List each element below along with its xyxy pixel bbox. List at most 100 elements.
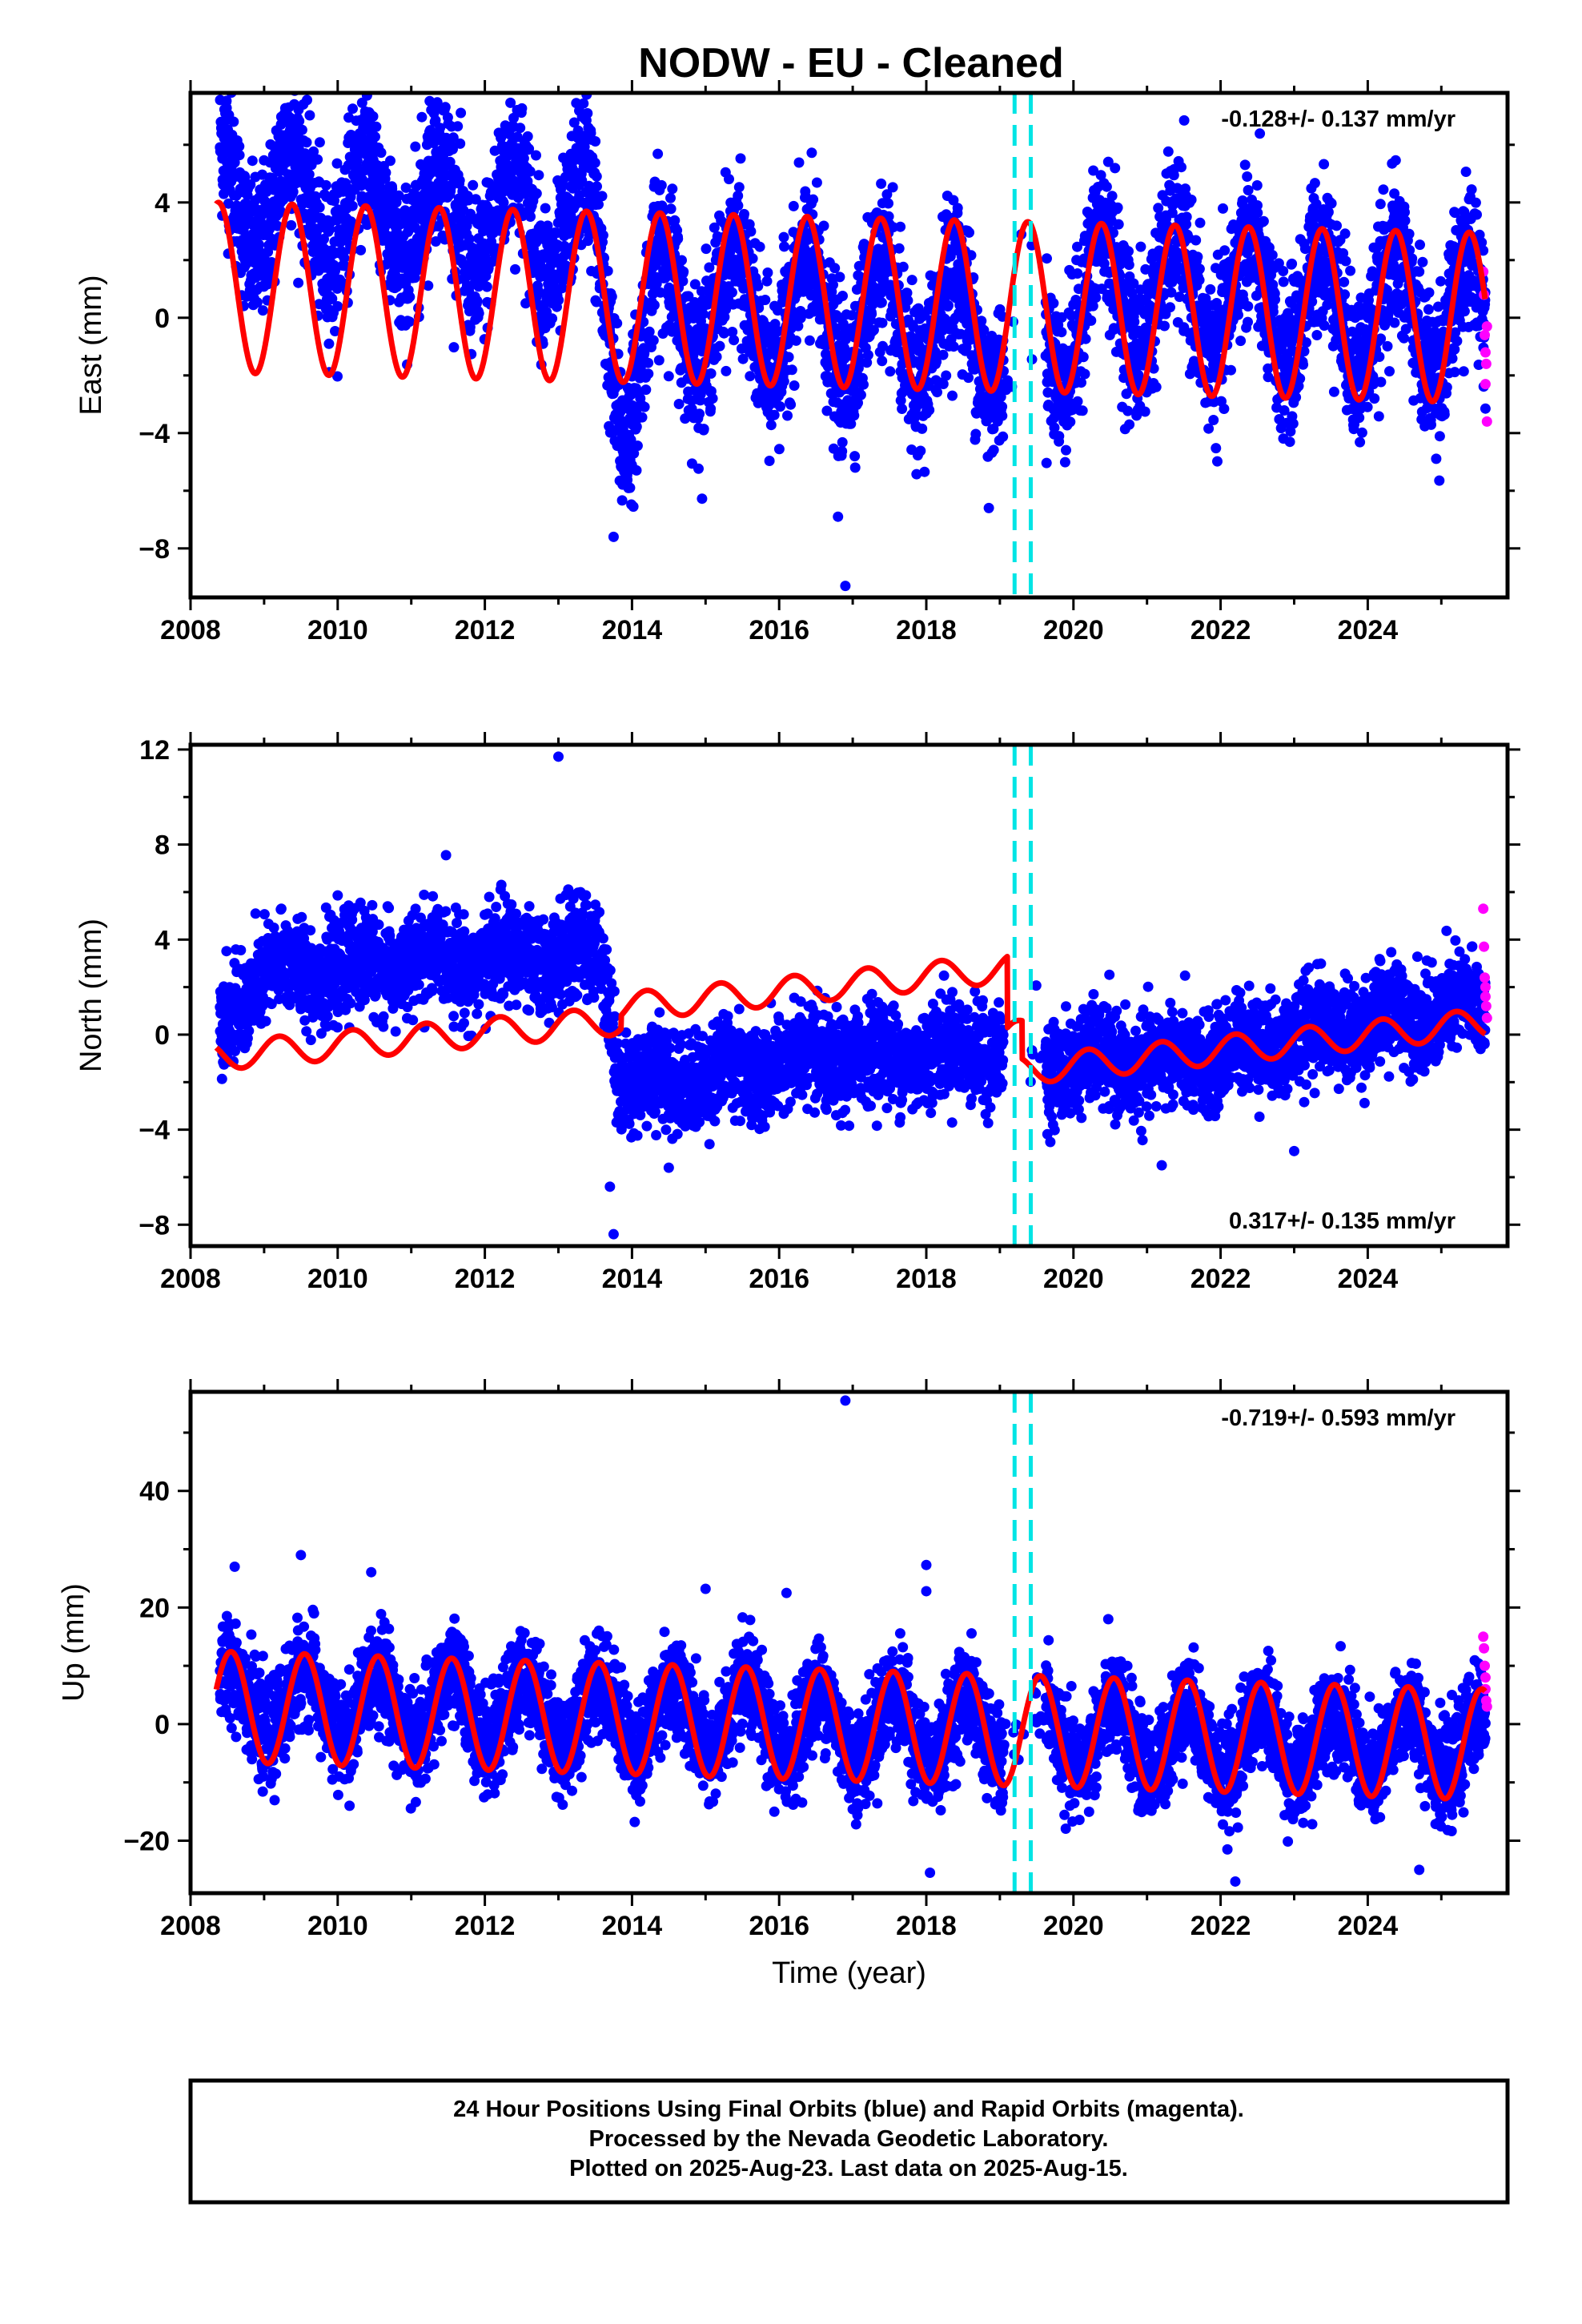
data-point bbox=[524, 143, 535, 155]
data-point bbox=[596, 191, 608, 202]
data-point bbox=[239, 171, 251, 183]
data-point bbox=[375, 182, 386, 193]
data-point bbox=[694, 408, 705, 420]
data-point bbox=[375, 147, 387, 159]
data-point bbox=[866, 308, 877, 320]
data-point bbox=[1195, 217, 1206, 228]
data-point bbox=[790, 335, 801, 346]
data-point bbox=[432, 97, 443, 108]
data-point bbox=[745, 226, 757, 237]
data-point bbox=[320, 179, 331, 191]
data-point bbox=[430, 236, 441, 247]
data-point bbox=[356, 97, 367, 108]
data-point bbox=[448, 132, 459, 143]
data-point bbox=[1101, 181, 1112, 192]
data-point bbox=[435, 61, 445, 71]
data-point bbox=[697, 493, 708, 505]
data-point bbox=[924, 404, 935, 416]
data-point bbox=[764, 456, 775, 466]
data-point bbox=[988, 444, 999, 456]
data-point bbox=[701, 243, 712, 255]
data-point bbox=[1311, 330, 1323, 340]
data-point bbox=[481, 281, 492, 292]
data-point bbox=[677, 255, 687, 266]
data-point bbox=[663, 371, 674, 382]
data-point bbox=[1086, 315, 1097, 326]
data-point bbox=[858, 379, 869, 390]
data-point bbox=[919, 466, 930, 477]
data-point bbox=[330, 264, 341, 275]
data-point bbox=[355, 78, 365, 88]
data-point bbox=[915, 445, 926, 456]
data-point bbox=[468, 179, 479, 191]
data-point bbox=[296, 124, 307, 135]
data-point bbox=[1080, 333, 1091, 344]
data-point bbox=[877, 356, 888, 367]
data-point bbox=[775, 401, 785, 412]
data-point bbox=[547, 313, 558, 324]
data-point bbox=[240, 259, 251, 270]
data-point bbox=[773, 444, 785, 455]
data-point bbox=[323, 338, 335, 349]
data-point bbox=[783, 352, 794, 363]
data-point bbox=[508, 112, 519, 123]
data-point bbox=[1208, 415, 1219, 425]
data-point bbox=[355, 82, 366, 92]
data-point bbox=[1135, 241, 1146, 252]
data-point bbox=[765, 420, 777, 431]
data-point bbox=[455, 138, 466, 149]
data-point bbox=[234, 141, 245, 152]
data-point bbox=[448, 143, 458, 155]
data-point bbox=[247, 155, 258, 167]
data-point bbox=[582, 108, 593, 119]
data-point bbox=[834, 271, 845, 283]
data-point bbox=[578, 98, 589, 109]
data-point bbox=[456, 107, 467, 119]
data-point bbox=[589, 157, 600, 168]
data-point bbox=[726, 287, 737, 298]
data-point bbox=[1124, 419, 1135, 430]
data-point bbox=[304, 110, 315, 121]
data-point bbox=[385, 155, 396, 167]
data-point bbox=[1278, 276, 1289, 287]
data-point bbox=[1059, 456, 1070, 468]
data-point bbox=[215, 79, 226, 90]
data-point bbox=[1194, 275, 1205, 286]
data-point bbox=[876, 297, 887, 308]
data-point bbox=[416, 111, 428, 123]
data-point bbox=[1339, 228, 1351, 239]
data-point bbox=[1106, 191, 1118, 202]
data-point bbox=[665, 203, 677, 215]
data-point bbox=[829, 263, 841, 274]
data-point bbox=[1339, 276, 1350, 287]
data-point bbox=[1056, 327, 1067, 338]
data-point bbox=[698, 424, 709, 435]
data-point bbox=[592, 181, 602, 192]
data-point bbox=[1287, 418, 1299, 429]
data-point bbox=[786, 364, 797, 376]
data-point bbox=[1278, 266, 1289, 276]
data-point bbox=[1237, 195, 1248, 206]
data-point bbox=[711, 352, 722, 362]
data-point bbox=[531, 150, 541, 161]
data-point bbox=[1356, 427, 1367, 438]
data-point bbox=[678, 266, 689, 277]
data-point bbox=[789, 380, 800, 391]
data-point bbox=[428, 138, 440, 149]
data-point bbox=[648, 300, 660, 311]
data-point bbox=[1326, 198, 1337, 209]
data-point bbox=[1355, 436, 1366, 448]
data-point bbox=[707, 393, 718, 404]
data-point bbox=[332, 301, 343, 312]
data-point bbox=[522, 131, 533, 142]
data-point bbox=[314, 137, 325, 148]
data-point bbox=[505, 97, 516, 108]
data-point bbox=[380, 167, 391, 179]
data-point bbox=[498, 197, 509, 208]
data-point bbox=[897, 261, 909, 272]
data-point bbox=[1243, 316, 1253, 328]
data-point bbox=[314, 202, 325, 213]
data-point bbox=[640, 384, 652, 396]
data-point bbox=[308, 146, 319, 157]
